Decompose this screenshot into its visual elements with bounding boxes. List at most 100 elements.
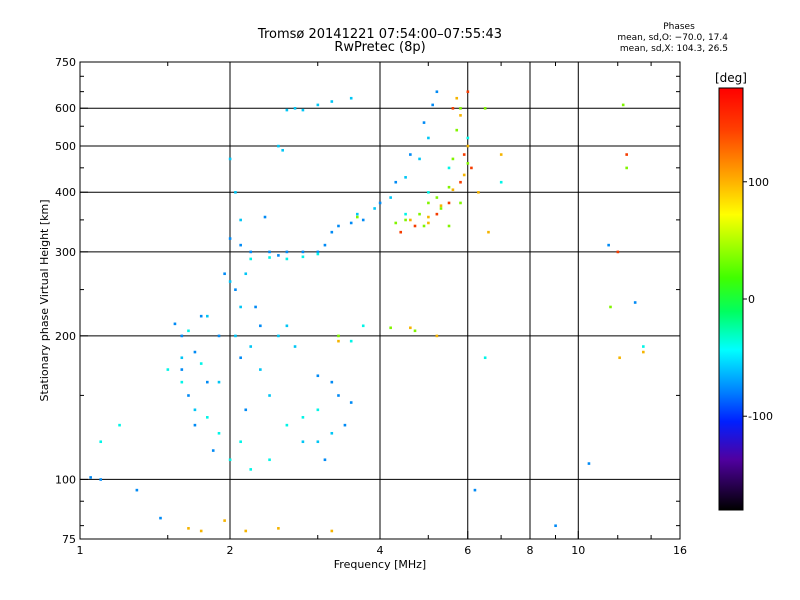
data-point <box>439 207 443 210</box>
data-point <box>554 524 557 528</box>
data-point <box>249 257 253 261</box>
data-point <box>404 212 407 216</box>
colorbar-gradient <box>718 87 744 511</box>
data-point <box>642 350 645 354</box>
data-point <box>355 212 359 216</box>
data-point <box>330 230 334 234</box>
data-point <box>239 218 242 222</box>
data-point <box>293 345 297 348</box>
data-point <box>234 334 237 338</box>
data-point <box>609 305 612 309</box>
data-point <box>285 423 289 427</box>
data-point <box>337 334 340 338</box>
data-point <box>205 380 209 384</box>
data-point <box>239 440 242 444</box>
x-axis-label: Frequency [MHz] <box>334 558 426 571</box>
phase-o-stats: mean, sd,O: −70.0, 17.4 <box>617 33 728 43</box>
data-point <box>435 334 439 338</box>
data-point <box>159 516 162 520</box>
x-tick-label: 16 <box>673 544 687 557</box>
data-point <box>399 230 403 234</box>
data-point <box>223 272 226 276</box>
phase-statistics: Phases mean, sd,O: −70.0, 17.4 mean, sd,… <box>590 22 728 55</box>
data-point <box>422 121 426 124</box>
data-point <box>316 408 320 412</box>
data-point <box>427 191 430 194</box>
data-point <box>285 324 289 328</box>
data-point <box>180 380 184 384</box>
data-point <box>459 180 462 184</box>
data-point <box>451 107 455 110</box>
data-point <box>483 356 487 360</box>
data-point <box>389 326 392 330</box>
data-point <box>259 324 262 328</box>
data-point <box>205 314 209 318</box>
data-point <box>205 416 209 419</box>
data-point <box>166 368 170 371</box>
data-point <box>99 478 103 481</box>
data-point <box>330 431 334 435</box>
data-point <box>99 440 103 444</box>
data-point <box>180 356 184 360</box>
data-point <box>254 305 257 309</box>
data-point <box>499 153 503 156</box>
data-point <box>404 218 407 222</box>
data-point <box>462 173 466 177</box>
data-point <box>193 408 197 412</box>
data-point <box>618 356 621 360</box>
data-point <box>349 339 353 343</box>
data-point <box>217 334 221 338</box>
data-point <box>316 103 320 107</box>
data-point <box>89 476 92 479</box>
data-point <box>337 394 340 397</box>
y-tick-label: 100 <box>55 473 76 486</box>
data-point <box>409 326 412 330</box>
data-point <box>427 201 430 205</box>
data-points <box>89 90 645 533</box>
data-point <box>459 201 462 205</box>
data-point <box>285 250 289 254</box>
colorbar: [deg] 100 0 -100 <box>715 71 773 511</box>
y-tick-label: 600 <box>55 102 76 115</box>
x-tick-label: 2 <box>227 544 234 557</box>
y-tick-label: 200 <box>55 330 76 343</box>
data-point <box>239 305 242 309</box>
data-point <box>180 334 184 338</box>
data-point <box>301 108 305 112</box>
data-point <box>249 345 253 348</box>
data-point <box>239 243 242 247</box>
data-point <box>330 100 334 103</box>
data-point <box>268 458 271 462</box>
data-point <box>239 356 242 360</box>
data-point <box>621 103 625 107</box>
data-point <box>301 250 305 254</box>
data-point <box>361 324 365 328</box>
y-tick-label: 400 <box>55 186 76 199</box>
data-point <box>483 107 487 110</box>
data-point <box>337 339 340 343</box>
data-point <box>427 136 430 140</box>
data-point <box>316 250 320 254</box>
data-point <box>228 458 232 462</box>
data-point <box>422 224 426 228</box>
data-point <box>427 215 430 219</box>
data-point <box>277 254 280 257</box>
data-point <box>330 380 334 384</box>
data-point <box>337 224 340 228</box>
data-point <box>193 423 197 427</box>
data-point <box>228 157 232 161</box>
chart-subtitle: RwPretec (8p) <box>334 40 426 55</box>
data-point <box>268 256 271 259</box>
data-point <box>451 157 455 161</box>
phase-heading: Phases <box>663 22 695 32</box>
data-point <box>435 90 439 94</box>
data-point <box>249 250 253 254</box>
chart-title: Tromsø 20141221 07:54:00–07:55:43 <box>257 27 503 42</box>
data-point <box>293 107 297 110</box>
data-point <box>199 529 203 533</box>
data-point <box>477 191 480 194</box>
data-point <box>431 103 434 107</box>
data-point <box>211 449 215 452</box>
y-axis-label: Stationary phase Virtual Height [km] <box>38 199 51 401</box>
